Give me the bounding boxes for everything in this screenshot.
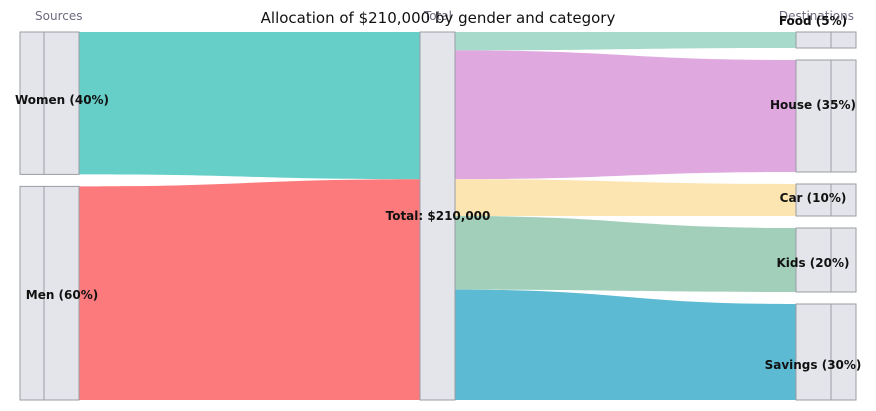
total-node (419, 31, 456, 401)
destination-band-house (830, 59, 857, 173)
flow-total-to-food (455, 32, 796, 51)
destination-label-house: House (35%) (770, 98, 856, 112)
destination-node-food (795, 31, 832, 49)
source-band-men (19, 185, 45, 401)
labels: Sources Total Destinations Allocation of… (15, 9, 861, 372)
source-node-women (43, 31, 80, 175)
destination-label-car: Car (10%) (780, 191, 847, 205)
flow-total-to-savings (455, 289, 796, 400)
flow-total-to-kids (455, 216, 796, 292)
destination-node-kids (795, 227, 832, 293)
source-node-men (43, 185, 80, 401)
destinations-header: Destinations (779, 9, 854, 23)
chart-title: Allocation of $210,000 by gender and cat… (261, 9, 616, 27)
flow-men-to-total (79, 179, 420, 400)
total-label: Total: $210,000 (386, 209, 491, 223)
nodes (43, 31, 832, 401)
destination-node-house (795, 59, 832, 173)
destination-node-savings (795, 303, 832, 401)
left-bands (19, 31, 45, 401)
source-band-women (19, 31, 45, 175)
source-label-men: Men (60%) (26, 288, 99, 302)
destination-band-food (830, 31, 857, 49)
flows (79, 32, 796, 400)
destination-band-car (830, 183, 857, 217)
destination-band-kids (830, 227, 857, 293)
destination-node-car (795, 183, 832, 217)
flow-women-to-total (79, 32, 420, 180)
destination-label-savings: Savings (30%) (765, 358, 862, 372)
destination-label-kids: Kids (20%) (776, 256, 849, 270)
flow-total-to-house (455, 50, 796, 180)
destination-label-food: Food (5%) (779, 14, 847, 28)
right-bands (830, 31, 857, 401)
destination-band-savings (830, 303, 857, 401)
sources-header: Sources (35, 9, 82, 23)
flow-total-to-car (455, 179, 796, 216)
total-header: Total (423, 9, 452, 23)
source-label-women: Women (40%) (15, 93, 109, 107)
